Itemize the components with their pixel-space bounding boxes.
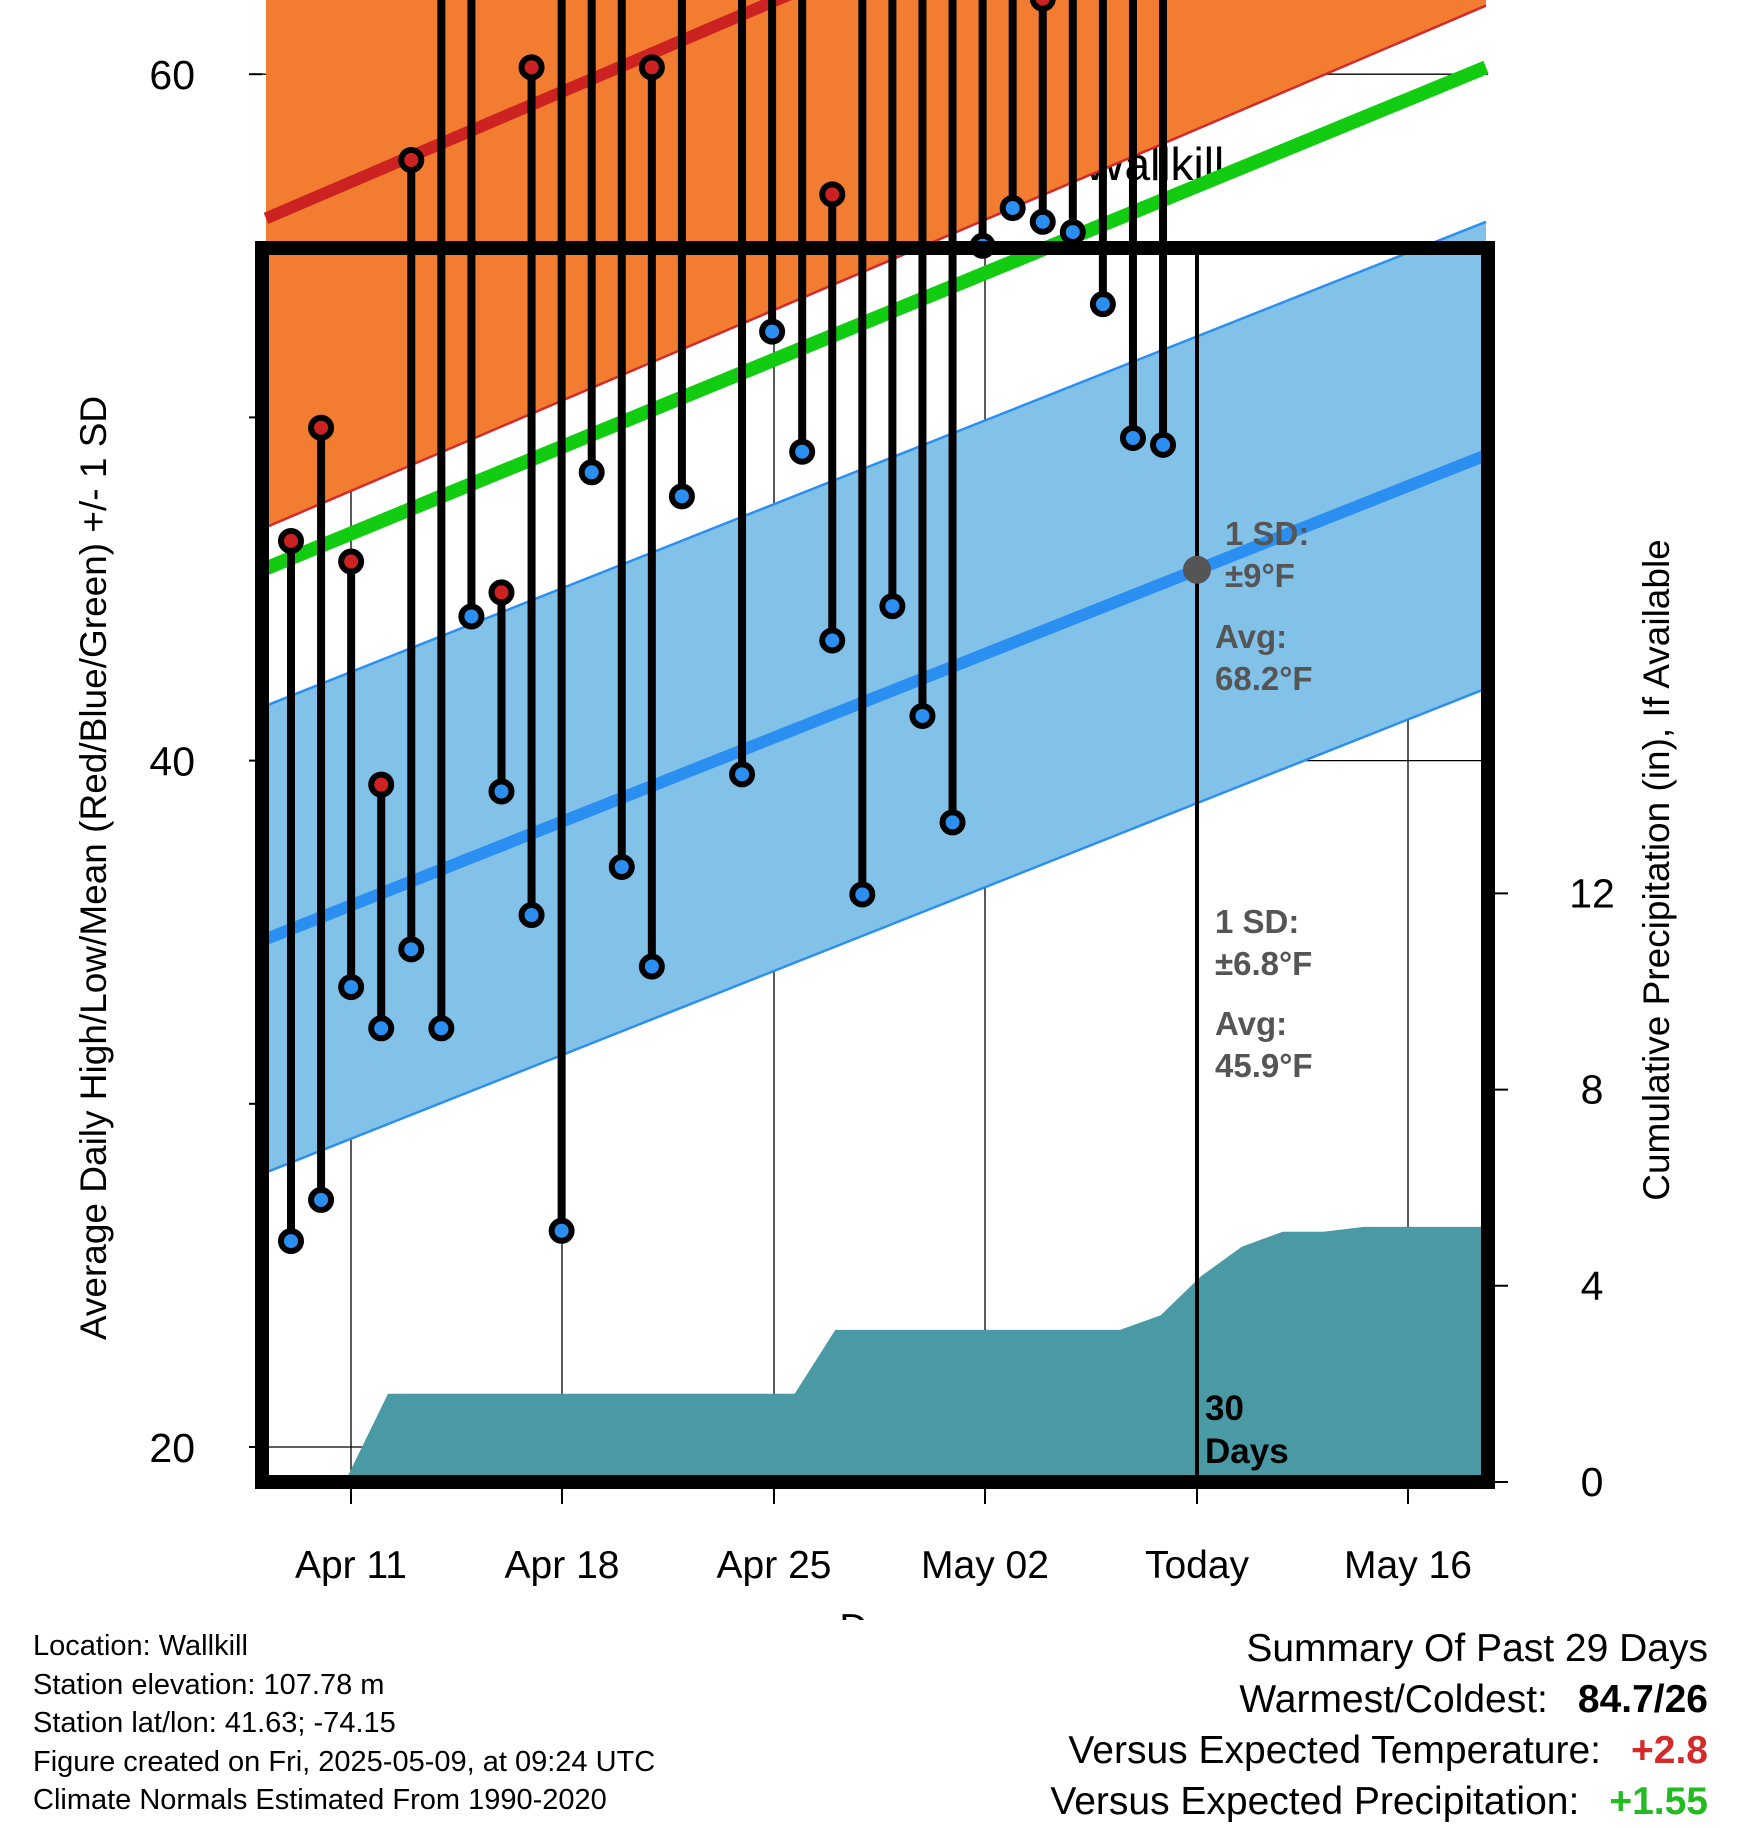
y2-tick-label: 0 — [1581, 1459, 1604, 1505]
avg-low-line — [263, 449, 1489, 945]
high-point — [638, 54, 665, 81]
low-point — [849, 881, 876, 908]
y-axis-title: Average Daily High/Low/Mean (Red/Blue/Gr… — [73, 396, 114, 1340]
low-point — [428, 1015, 455, 1042]
low-point — [1150, 431, 1177, 458]
location-text: Location: Wallkill — [33, 1630, 248, 1662]
low-point — [789, 438, 816, 465]
low-point — [909, 702, 936, 729]
y-tick-label: 20 — [149, 1425, 195, 1471]
plot-frame — [255, 241, 1495, 1489]
high-point — [819, 181, 846, 208]
low-point — [1089, 291, 1116, 318]
elevation-text: Station elevation: 107.78 m — [33, 1668, 385, 1701]
x-tick-label: Apr 25 — [717, 1544, 832, 1587]
high-sd-value: ±9°F — [1225, 557, 1295, 594]
days-value: 30 — [1205, 1389, 1244, 1428]
high-sd-label: 1 SD: — [1225, 515, 1309, 552]
high-point — [368, 771, 395, 798]
high-point — [488, 579, 515, 606]
summary-warmest-row: Warmest/Coldest: 84.7/26 — [1050, 1674, 1708, 1725]
low-point — [939, 809, 966, 836]
low-avg-label: Avg: — [1215, 1005, 1287, 1042]
high-point — [338, 548, 365, 575]
low-point — [458, 603, 485, 630]
normals-text: Climate Normals Estimated From 1990-2020 — [33, 1784, 607, 1816]
low-point — [879, 593, 906, 620]
summary-precip-row: Versus Expected Precipitation: +1.55 — [1050, 1776, 1708, 1827]
x-tick-label: Apr 11 — [295, 1544, 407, 1587]
low-point — [368, 1015, 395, 1042]
y2-tick-label: 4 — [1581, 1263, 1604, 1309]
low-point — [1119, 424, 1146, 451]
low-point — [338, 974, 365, 1001]
low-point — [999, 195, 1026, 222]
x-axis-title: Day — [839, 1607, 909, 1620]
precip-label: Versus Expected Precipitation: — [1050, 1780, 1580, 1823]
warmest-label: Warmest/Coldest: — [1239, 1678, 1548, 1721]
summary-heading: Summary Of Past 29 Days — [1246, 1627, 1708, 1670]
low-point — [308, 1186, 335, 1213]
y2-tick-label: 12 — [1569, 870, 1615, 916]
high-avg-label: Avg: — [1215, 618, 1287, 655]
station-info: Location: Wallkill Station elevation: 10… — [33, 1627, 655, 1820]
low-sd-label: 1 SD: — [1215, 903, 1299, 940]
created-text: Figure created on Fri, 2025-05-09, at 09… — [33, 1745, 656, 1778]
low-point — [819, 627, 846, 654]
high-band — [266, 0, 1486, 528]
low-point — [278, 1228, 304, 1255]
climate-chart: Recent Climate Values For Wallkill 1 SD:… — [73, 0, 1677, 1620]
precip-value: +1.55 — [1609, 1780, 1708, 1823]
low-band-lower — [265, 687, 1487, 1174]
temp-value: +2.8 — [1631, 1729, 1708, 1772]
y2-axis-title: Cumulative Precipitation (in), If Availa… — [1636, 539, 1677, 1201]
precip-area — [266, 1226, 1486, 1482]
low-avg-value: 45.9°F — [1215, 1047, 1313, 1084]
latlon-text: Station lat/lon: 41.63; -74.15 — [33, 1707, 396, 1739]
warmest-value: 84.7/26 — [1577, 1678, 1708, 1721]
low-sd-value: ±6.8°F — [1215, 945, 1312, 982]
x-tick-label: May 02 — [921, 1544, 1049, 1587]
low-point — [638, 953, 665, 980]
temp-label: Versus Expected Temperature: — [1068, 1729, 1601, 1772]
low-point — [608, 853, 635, 880]
low-point — [729, 761, 756, 788]
low-point — [759, 318, 786, 345]
y2-tick-label: 8 — [1581, 1067, 1604, 1113]
low-point — [548, 1217, 575, 1244]
low-point — [1059, 219, 1086, 246]
x-tick-label: May 16 — [1344, 1544, 1472, 1587]
x-tick-label: Today — [1145, 1544, 1250, 1587]
summary-panel: Summary Of Past 29 Days Warmest/Coldest:… — [1050, 1623, 1708, 1827]
low-point — [398, 936, 425, 963]
low-point — [1029, 208, 1056, 235]
y-tick-label: 40 — [149, 739, 195, 785]
high-point — [278, 527, 304, 554]
low-point — [578, 459, 605, 486]
high-avg-value: 68.2°F — [1215, 660, 1313, 697]
low-point — [668, 483, 695, 510]
days-label: Days — [1205, 1432, 1289, 1471]
high-point — [398, 147, 425, 173]
today-low-avg-marker — [1183, 555, 1211, 584]
low-point — [488, 778, 515, 805]
low-point — [518, 902, 545, 929]
high-point — [308, 414, 335, 441]
summary-temp-row: Versus Expected Temperature: +2.8 — [1050, 1725, 1708, 1776]
x-tick-label: Apr 18 — [505, 1544, 620, 1587]
high-point — [518, 54, 545, 81]
high-point — [1029, 0, 1056, 12]
y-tick-label: 60 — [149, 52, 195, 98]
